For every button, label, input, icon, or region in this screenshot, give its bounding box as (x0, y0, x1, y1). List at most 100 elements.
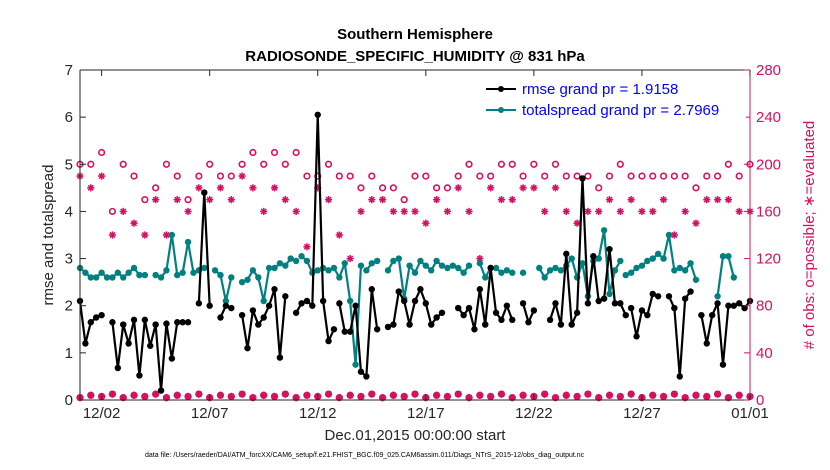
totalspread-point (346, 297, 354, 305)
obs-evaluated-marker (713, 196, 722, 204)
obs-possible-marker (303, 172, 311, 180)
obs-possible-marker (216, 172, 225, 180)
totalspread-point (654, 250, 662, 258)
totalspread-point (541, 274, 548, 281)
rmse-point (411, 297, 419, 305)
rmse-point (476, 286, 484, 293)
obs-evaluated-marker (638, 207, 646, 216)
totalspread-point (211, 267, 219, 274)
totalspread-point (282, 262, 289, 269)
obs-evaluated-marker (378, 196, 387, 204)
rmse-point (141, 316, 149, 324)
obs-possible-marker (465, 160, 473, 168)
x-axis-label: Dec.01,2015 00:00:00 start (325, 427, 507, 444)
obs-evaluated-marker (659, 196, 668, 204)
obs-possible-marker (497, 160, 506, 168)
obs-evaluated-marker-zero (357, 392, 365, 401)
obs-evaluated-marker-zero (324, 390, 333, 398)
totalspread-point (141, 271, 149, 279)
totalspread-point (455, 264, 462, 272)
y-tick-label: 4 (65, 203, 73, 220)
obs-evaluated-marker (692, 219, 700, 227)
rmse-point (303, 297, 311, 305)
obs-possible-marker (206, 160, 214, 168)
obs-evaluated-marker-zero (487, 392, 495, 401)
obs-evaluated-marker (735, 207, 743, 216)
rmse-point (184, 319, 192, 326)
totalspread-point (228, 274, 235, 281)
y-tick-label: 0 (65, 392, 73, 409)
rmse-point (498, 316, 505, 324)
obs-possible-marker (692, 184, 700, 192)
totalspread-point (292, 257, 300, 265)
obs-evaluated-marker (400, 207, 408, 216)
rmse-point (201, 189, 208, 196)
y-tick-label: 2 (65, 298, 73, 315)
obs-evaluated-marker (87, 184, 95, 192)
obs-evaluated-marker (335, 231, 343, 239)
obs-evaluated-marker (346, 254, 354, 263)
obs-evaluated-marker (454, 184, 462, 192)
totalspread-point (190, 269, 197, 276)
y-right-tick-label: 280 (756, 62, 781, 79)
rmse-point (325, 337, 332, 345)
totalspread-point (271, 264, 278, 272)
obs-evaluated-marker-zero (411, 390, 419, 398)
totalspread-point (114, 269, 122, 276)
obs-evaluated-marker-zero (281, 390, 289, 398)
obs-evaluated-marker (227, 196, 235, 204)
obs-evaluated-marker-zero (713, 390, 722, 398)
rmse-point (622, 311, 629, 319)
totalspread-point (509, 269, 516, 276)
totalspread-point (363, 267, 370, 274)
obs-possible-marker (108, 207, 117, 216)
rmse-point (665, 293, 673, 300)
obs-evaluated-marker-zero (616, 392, 624, 401)
rmse-point (330, 326, 338, 333)
obs-evaluated-marker (281, 196, 289, 204)
totalspread-point (103, 274, 111, 281)
rmse-point (152, 321, 159, 328)
totalspread-point (201, 264, 208, 272)
rmse-point (276, 354, 284, 361)
obs-evaluated-marker (595, 207, 603, 216)
obs-evaluated-marker-zero (692, 391, 700, 399)
totalspread-point (444, 264, 451, 272)
totalspread-point (303, 257, 311, 265)
rmse-point (638, 307, 646, 314)
totalspread-point (719, 253, 727, 260)
obs-evaluated-marker (195, 184, 203, 192)
obs-evaluated-marker-zero (378, 394, 387, 402)
obs-possible-marker (508, 160, 516, 168)
totalspread-point (249, 267, 257, 274)
totalspread-point (163, 267, 170, 274)
rmse-point (298, 300, 305, 307)
totalspread-point (460, 269, 467, 276)
totalspread-point (681, 267, 689, 274)
totalspread-point (714, 293, 721, 300)
obs-evaluated-marker (303, 243, 311, 251)
totalspread-point (627, 269, 635, 276)
obs-evaluated-marker-zero (519, 391, 527, 399)
obs-possible-marker (703, 172, 711, 180)
obs-evaluated-marker-zero (195, 390, 203, 398)
rmse-point (438, 309, 446, 316)
rmse-point (363, 373, 370, 380)
obs-possible-marker (324, 160, 333, 168)
rmse-point (730, 302, 737, 309)
rmse-point (157, 387, 165, 394)
obs-evaluated-marker (519, 184, 527, 192)
obs-possible-marker (422, 172, 430, 180)
obs-evaluated-marker-zero (108, 390, 117, 398)
totalspread-point (503, 267, 511, 274)
obs-possible-marker (433, 184, 441, 192)
y-right-tick-label: 120 (756, 251, 781, 268)
rmse-point (400, 297, 408, 305)
obs-possible-marker (443, 184, 452, 192)
totalspread-line-segment (214, 269, 233, 303)
obs-evaluated-marker (541, 207, 549, 216)
obs-evaluated-marker (292, 207, 300, 216)
obs-evaluated-marker-zero (227, 392, 235, 401)
y-tick-label: 6 (65, 109, 73, 126)
rmse-point (595, 297, 602, 305)
